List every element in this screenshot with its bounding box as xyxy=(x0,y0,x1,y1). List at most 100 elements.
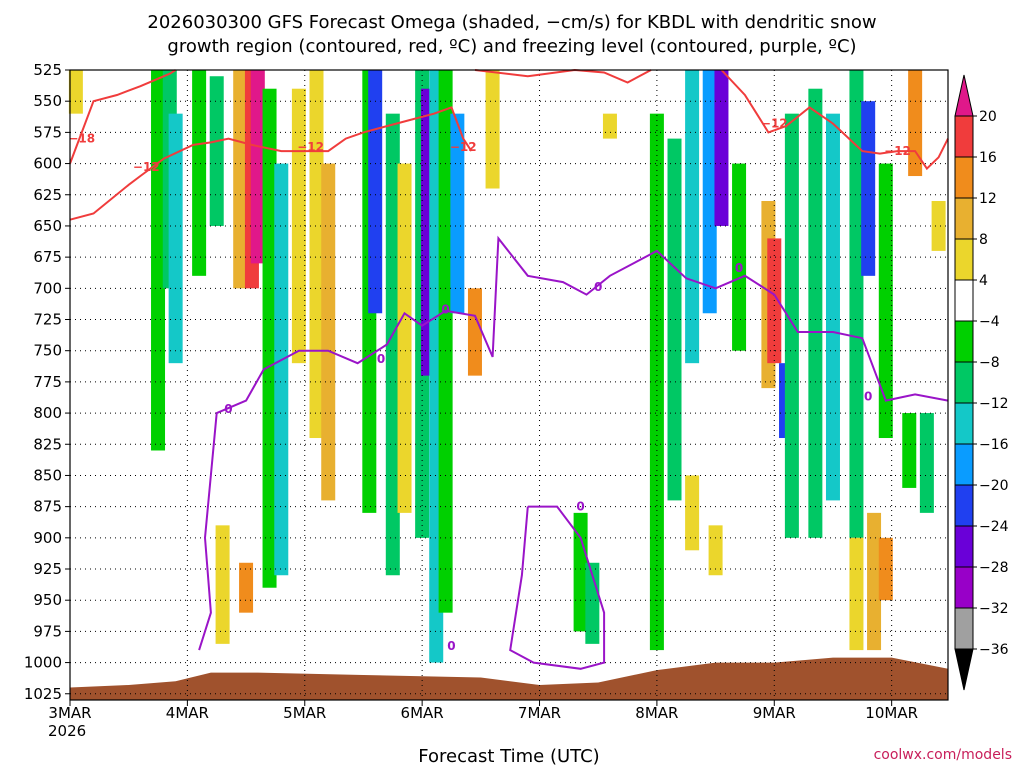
colorbar-label-6: −8 xyxy=(979,355,1000,371)
omega-cell-29 xyxy=(602,113,617,139)
freezing-label-6: 0 xyxy=(447,639,455,653)
colorbar-label-3: 8 xyxy=(979,232,988,248)
colorbar-bin-10 xyxy=(954,484,974,527)
y-tick-label-15: 900 xyxy=(33,529,62,547)
colorbar-label-5: −4 xyxy=(979,314,1000,330)
colorbar: 20 16 12 8 4 −4 −8 −12 −16 −20 −24 −28 −32 −36 xyxy=(954,74,1009,691)
omega-cell-15 xyxy=(321,163,336,501)
x-tick-label-4: 7MAR xyxy=(518,704,561,722)
omega-cell-5 xyxy=(209,76,224,226)
y-tick-label-9: 750 xyxy=(33,342,62,360)
omega-cell-47 xyxy=(902,413,917,488)
omega-cell-11 xyxy=(215,525,230,644)
omega-cell-10 xyxy=(274,163,289,576)
omega-cell-12 xyxy=(239,562,254,613)
colorbar-bin-0 xyxy=(954,74,974,117)
y-tick-label-10: 775 xyxy=(33,373,62,391)
omega-cell-30 xyxy=(649,113,664,651)
freezing-level-contour-upper xyxy=(198,235,949,651)
y-tick-label-7: 700 xyxy=(33,279,62,297)
x-tick-label-5: 8MAR xyxy=(635,704,678,722)
colorbar-bin-11 xyxy=(954,525,974,568)
colorbar-bin-3 xyxy=(954,197,974,240)
colorbar-label-12: −32 xyxy=(979,601,1009,617)
omega-cell-33 xyxy=(702,70,717,314)
x-tick-label-3: 6MAR xyxy=(401,704,444,722)
dgz-label-0: −18 xyxy=(68,131,95,145)
x-axis-title: Forecast Time (UTC) xyxy=(418,746,599,767)
freezing-label-2: 0 xyxy=(441,302,449,316)
y-tick-label-13: 850 xyxy=(33,466,62,484)
omega-cell-4 xyxy=(192,70,207,276)
dgz-contour-minus12-right xyxy=(720,69,949,171)
omega-cell-41 xyxy=(784,113,799,538)
colorbar-label-7: −12 xyxy=(979,396,1009,412)
freezing-level-contour-lower xyxy=(509,505,606,670)
plot-frame xyxy=(69,69,949,701)
colorbar-label-4: 4 xyxy=(979,273,988,289)
omega-cell-45 xyxy=(861,101,876,276)
freezing-label-0: 0 xyxy=(224,402,232,416)
colorbar-bin-12 xyxy=(954,566,974,609)
omega-cell-44 xyxy=(849,70,864,538)
y-tick-label-12: 825 xyxy=(33,435,62,453)
omega-cell-14 xyxy=(309,70,324,439)
dgz-label-4: −12 xyxy=(761,116,788,130)
colorbar-bin-7 xyxy=(954,361,974,404)
omega-cell-13 xyxy=(291,88,306,364)
dgz-label-3: −12 xyxy=(450,140,477,154)
colorbar-label-11: −28 xyxy=(979,560,1009,576)
x-tick-label-2: 5MAR xyxy=(283,704,326,722)
omega-cell-27 xyxy=(573,512,588,632)
omega-cell-17 xyxy=(368,70,383,314)
x-tick-label-0: 3MAR xyxy=(48,704,91,722)
y-tick-label-19: 1000 xyxy=(24,654,62,672)
chart-title-line-1: 2026030300 GFS Forecast Omega (shaded, −… xyxy=(147,12,876,33)
dgz-contour-minus12 xyxy=(69,106,473,221)
y-tick-label-3: 600 xyxy=(33,155,62,173)
omega-cell-26 xyxy=(485,70,500,189)
freezing-label-1: 0 xyxy=(377,352,385,366)
omega-cell-8 xyxy=(250,70,265,264)
dgz-label-5: −12 xyxy=(884,144,911,158)
omega-cell-0 xyxy=(68,70,83,114)
omega-cell-23 xyxy=(438,70,453,613)
omega-cell-36 xyxy=(685,475,700,551)
omega-cell-3 xyxy=(168,113,183,364)
colorbar-bin-5 xyxy=(954,279,974,322)
dgz-contour-minus18 xyxy=(69,69,177,164)
y-tick-label-8: 725 xyxy=(33,311,62,329)
x-tick-label-6: 9MAR xyxy=(753,704,796,722)
colorbar-bin-6 xyxy=(954,320,974,363)
dgz-contour-top xyxy=(474,68,652,84)
dendritic-growth-contours: −18 −12 −12 −12 −12 −12 xyxy=(68,68,949,221)
omega-cell-43 xyxy=(825,113,840,501)
y-tick-label-20: 1025 xyxy=(24,685,62,703)
freezing-label-3: 0 xyxy=(594,280,602,294)
omega-cell-50 xyxy=(931,200,946,251)
colorbar-label-2: 12 xyxy=(979,191,997,207)
omega-cell-32 xyxy=(685,70,700,364)
y-tick-label-18: 975 xyxy=(33,622,62,640)
y-tick-label-11: 800 xyxy=(33,404,62,422)
plot-area: −18 −12 −12 −12 −12 −12 0 0 0 0 0 0 0 0 xyxy=(68,68,949,701)
omega-cell-19 xyxy=(397,163,412,513)
terrain-area xyxy=(70,657,948,700)
freezing-level-contours: 0 0 0 0 0 0 0 0 xyxy=(198,235,949,670)
colorbar-label-8: −16 xyxy=(979,437,1009,453)
omega-cell-37 xyxy=(708,525,723,576)
dgz-label-2: −12 xyxy=(297,140,324,154)
y-axis: 525 550 575 600 625 650 675 700 725 750 775 800 825 8… xyxy=(24,61,70,703)
y-tick-label-4: 625 xyxy=(33,186,62,204)
x-tick-label-7: 10MAR xyxy=(865,704,918,722)
colorbar-label-0: 20 xyxy=(979,109,997,125)
colorbar-label-13: −36 xyxy=(979,642,1009,658)
colorbar-bin-1 xyxy=(954,115,974,158)
y-tick-label-17: 950 xyxy=(33,591,62,609)
freezing-label-4: 0 xyxy=(735,261,743,275)
freezing-label-7: 0 xyxy=(576,499,584,513)
colorbar-label-1: 16 xyxy=(979,150,997,166)
y-tick-label-16: 925 xyxy=(33,560,62,578)
omega-cell-18 xyxy=(385,113,400,576)
